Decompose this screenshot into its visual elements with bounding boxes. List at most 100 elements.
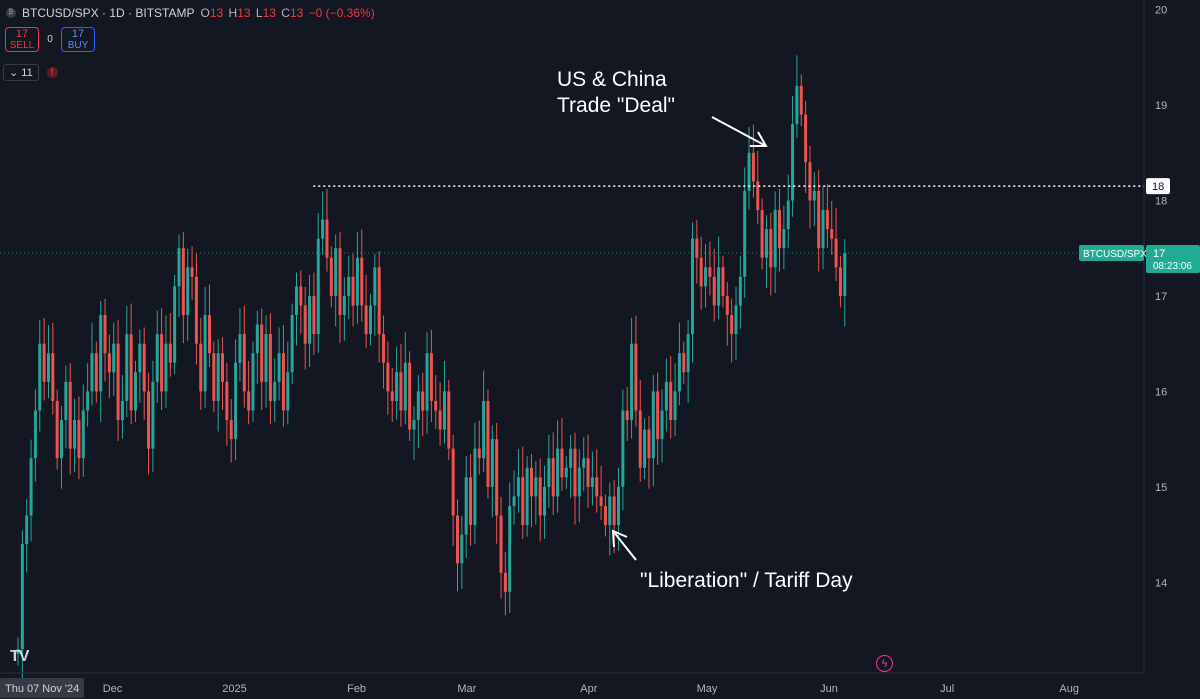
candle-body (377, 267, 381, 335)
tradingview-logo-icon[interactable]: TV (10, 648, 29, 665)
candle-body (303, 305, 307, 344)
close-value: 13 (289, 6, 304, 20)
candle-body (42, 343, 46, 382)
candle-body (390, 391, 394, 401)
candle-body (351, 276, 355, 306)
candle-body (460, 534, 464, 564)
candle-body (60, 420, 64, 459)
candle-body (469, 477, 473, 526)
candle-body (29, 458, 33, 516)
candle-body (212, 353, 216, 401)
candle-body (55, 400, 59, 459)
candle-body (325, 219, 329, 258)
candle-body (838, 267, 842, 296)
candle-body (812, 190, 816, 201)
candle-body (290, 315, 294, 373)
change-value: −0 (−0.36%) (308, 6, 375, 20)
candle-body (725, 295, 729, 316)
horizontal-lines-layer (0, 185, 1144, 254)
candle-body (825, 210, 829, 230)
candle-body (73, 420, 77, 449)
candle-body (264, 334, 268, 382)
candle-body (395, 372, 399, 401)
candle-body (456, 515, 460, 564)
candle-body (421, 391, 425, 411)
candle-body (769, 229, 773, 268)
candle-body (547, 458, 551, 487)
candle-body (399, 372, 403, 411)
candle-body (612, 496, 616, 526)
candle-body (625, 410, 629, 421)
candle-body (595, 477, 599, 497)
candle-body (160, 334, 164, 392)
candle-body (486, 400, 490, 487)
x-axis[interactable]: Thu 07 Nov '24 Dec 2025 Feb Mar Apr May Jun Jul A… (0, 678, 1079, 698)
candle-body (16, 649, 20, 654)
candle-body (382, 334, 386, 363)
candle-body (221, 353, 225, 382)
candle-body (730, 315, 734, 335)
indicators-count: 11 (21, 67, 33, 79)
chevron-down-icon: ⌄ (9, 67, 19, 79)
candle-body (573, 448, 577, 497)
candle-body (586, 458, 590, 487)
y-tick-label: 17 (1155, 291, 1167, 303)
candle-body (355, 257, 359, 306)
candle-body (308, 295, 312, 344)
candle-body (120, 400, 124, 421)
candle-body (577, 467, 581, 497)
indicators-toggle[interactable]: ⌄ 11 (3, 64, 39, 81)
candle-body (495, 439, 499, 516)
candle-body (695, 238, 699, 258)
last-price-label: 17 (1153, 248, 1165, 260)
low-value: 13 (262, 6, 276, 20)
high-label: H (228, 6, 238, 20)
candle-body (529, 467, 533, 497)
candle-body (281, 353, 285, 411)
candle-body (68, 381, 72, 449)
candle-body (425, 353, 429, 411)
candle-body (682, 353, 686, 373)
candle-body (133, 372, 137, 411)
candle-body (808, 162, 812, 201)
open-value: 13 (209, 6, 224, 20)
candle-body (294, 286, 298, 316)
candle-body (569, 448, 573, 468)
annotations-layer: US & China Trade "Deal" "Liberation" / T… (557, 68, 853, 592)
candle-body (86, 391, 90, 411)
candle-body (260, 324, 264, 382)
hline-price-label: 18 (1152, 181, 1164, 193)
alert-icon[interactable]: ! (46, 67, 58, 78)
open-label: O (200, 6, 210, 20)
candle-body (38, 343, 42, 411)
buy-button[interactable]: 17 BUY (61, 27, 95, 52)
sell-label: SELL (9, 40, 35, 51)
candle-body (386, 362, 390, 392)
candle-body (99, 315, 103, 392)
x-tick-label: Thu 07 Nov '24 (5, 683, 79, 695)
candle-body (686, 334, 690, 373)
candle-body (373, 267, 377, 306)
sell-button[interactable]: 17 SELL (5, 27, 39, 52)
candle-body (203, 315, 207, 392)
candle-body (490, 439, 494, 487)
candle-body (229, 420, 233, 440)
x-tick-label: Aug (1059, 683, 1079, 695)
y-tick-label: 20 (1155, 5, 1167, 17)
candle-body (638, 410, 642, 468)
candle-body (717, 267, 721, 306)
candle-body (190, 267, 194, 277)
high-value: 13 (237, 6, 251, 20)
candle-body (329, 257, 333, 296)
candle-body (760, 210, 764, 258)
x-tick-label: Feb (347, 683, 366, 695)
candle-body (347, 276, 351, 296)
candle-body (451, 448, 455, 516)
candle-body (199, 343, 203, 392)
lightning-icon[interactable]: ϟ (876, 655, 893, 672)
candle-body (669, 381, 673, 421)
symbol-tag (1079, 244, 1144, 261)
chart-title[interactable]: BTCUSD/SPX · 1D · BITSTAMP (22, 6, 195, 20)
y-axis[interactable]: 14 15 16 17 18 19 20 (1155, 5, 1167, 590)
